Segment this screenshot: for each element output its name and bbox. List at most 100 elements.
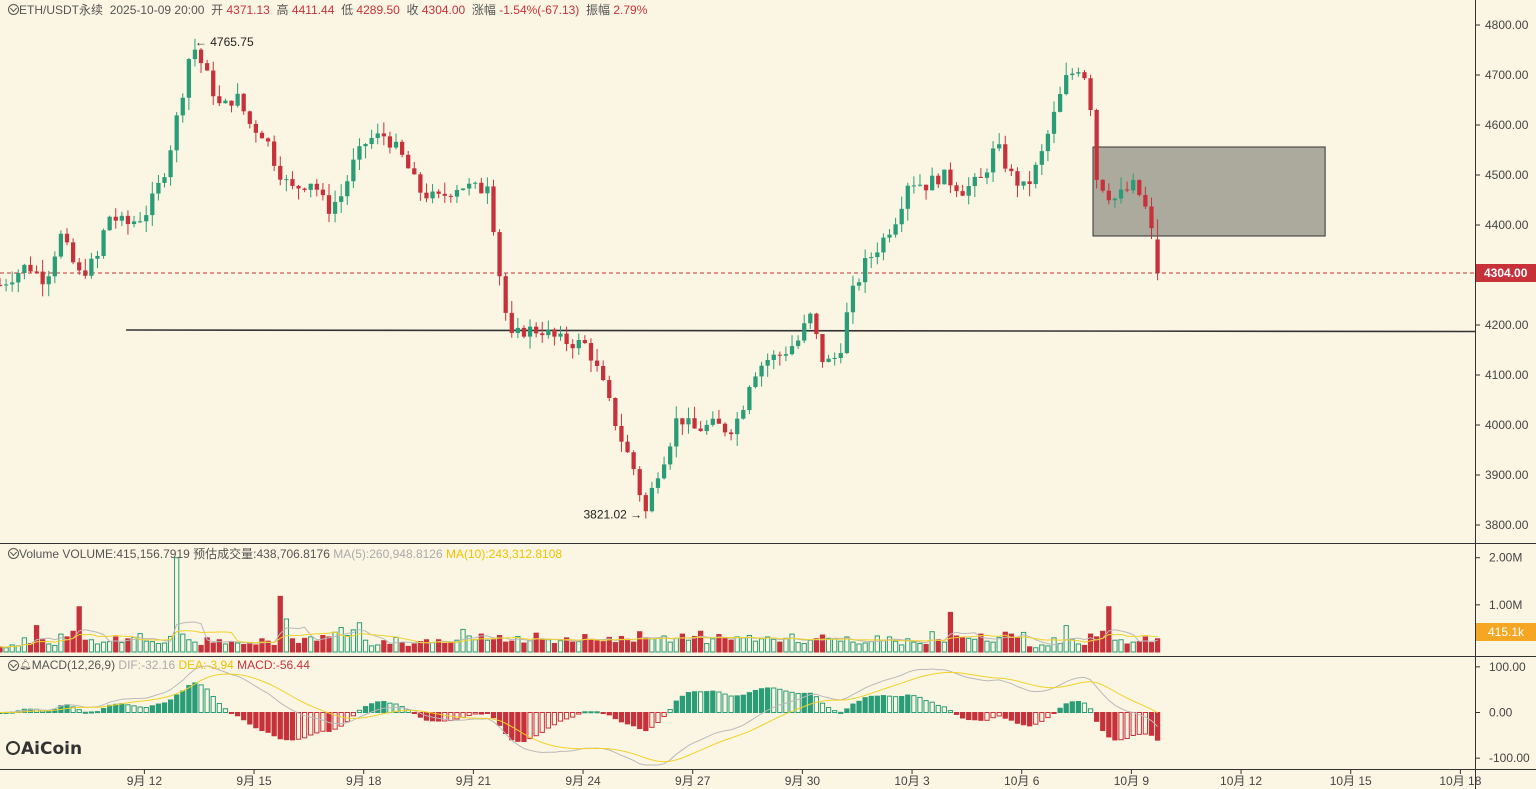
macd-histogram-bar (1020, 712, 1027, 726)
volume-bar (265, 640, 271, 653)
high-label: 高 (276, 3, 289, 17)
candle-body (735, 418, 740, 435)
candle-body (3, 284, 9, 286)
volume-bar (533, 632, 539, 653)
macd-tick-label: 0.00 (1489, 706, 1513, 720)
macd-histogram-bar (959, 712, 966, 719)
volume-bar (1020, 631, 1027, 653)
candle-body (217, 96, 222, 104)
volume-bar (515, 635, 521, 653)
volume-bar (923, 643, 929, 653)
macd-histogram-bar (594, 711, 600, 714)
candle-body (418, 174, 423, 193)
macd-histogram-bar (149, 705, 155, 714)
volume-bar (405, 645, 411, 653)
logo-icon (6, 741, 20, 755)
macd-histogram-bar (637, 712, 643, 730)
close-value: 4304.00 (421, 2, 466, 17)
macd-histogram-bar (923, 700, 929, 714)
volume-bar (204, 637, 210, 653)
bell-icon[interactable]: 🔔︎ (19, 659, 32, 671)
macd-histogram-bar (222, 708, 229, 713)
volume-bar (52, 644, 58, 653)
macd-histogram-bar (216, 702, 222, 713)
candle-body (1015, 171, 1020, 186)
collapse-icon[interactable] (8, 659, 19, 671)
candle-body (107, 216, 112, 231)
collapse-icon[interactable] (8, 548, 19, 559)
volume-bar (539, 639, 545, 653)
candle-body (1106, 190, 1111, 201)
volume-bar (582, 634, 588, 653)
macd-histogram-bar (460, 712, 466, 718)
macd-histogram-bar (1033, 712, 1039, 725)
candle-body (168, 150, 173, 178)
volume-bar (1069, 639, 1075, 653)
macd-histogram-bar (332, 712, 338, 730)
volume-bar (996, 636, 1002, 653)
macd-histogram-bar (161, 702, 168, 713)
volume-bar (387, 643, 393, 653)
x-tick-label: 10月 18 (1439, 774, 1481, 788)
volume-bar (758, 638, 765, 653)
volume-bar (734, 636, 740, 653)
volume-bar (496, 635, 503, 653)
volume-bar (545, 639, 551, 653)
volume-bar (137, 633, 143, 653)
candle-body (375, 133, 380, 139)
macd-histogram-bar (1063, 703, 1069, 714)
volume-bar (417, 641, 424, 653)
candle-body (582, 339, 588, 344)
volume-bar (64, 636, 70, 653)
volume-bar (1094, 636, 1100, 653)
candle-body (607, 380, 612, 399)
volume-bar (1063, 625, 1069, 653)
macd-histogram-bar (966, 712, 972, 721)
volume-bar (728, 639, 734, 653)
candle-body (521, 327, 527, 337)
volume-tick-label: 2.00M (1489, 551, 1522, 565)
volume-bar (94, 643, 101, 653)
macd-histogram-bar (484, 712, 491, 714)
volume-title: Volume (19, 546, 60, 561)
candle-body (387, 136, 393, 148)
volume-bar (710, 638, 716, 653)
macd-histogram-bar (1094, 712, 1100, 722)
macd-histogram-bar (393, 703, 399, 713)
volume-bar (442, 643, 448, 653)
low-label: 低 (341, 3, 354, 17)
volume-bar (277, 595, 283, 653)
volume-bar (1045, 645, 1051, 653)
macd-histogram-bar (777, 688, 783, 713)
volume-bar (478, 633, 484, 653)
candle-body (162, 177, 167, 183)
volume-bar (1039, 644, 1045, 653)
candle-body (113, 216, 118, 221)
candle-body (838, 353, 843, 358)
collapse-icon[interactable] (8, 4, 19, 15)
volume-bar (1014, 637, 1021, 653)
volume-bar (838, 640, 844, 653)
volume-bar (673, 637, 679, 653)
volume-bar (862, 642, 868, 653)
macd-header: 🔔︎ MACD(12,26,9) DIF:-32.16 DEA:-3.94 MA… (8, 658, 310, 672)
macd-histogram-bar (76, 709, 82, 713)
candle-body (930, 175, 935, 191)
volume-bar (33, 625, 40, 653)
candle-body (302, 188, 307, 190)
candle-body (899, 208, 904, 225)
macd-histogram-bar (1142, 712, 1149, 735)
candle-body (357, 146, 362, 160)
volume-bar (527, 640, 533, 653)
candle-body (680, 418, 685, 425)
candle-body (1064, 75, 1069, 95)
macd-histogram-bar (789, 691, 795, 713)
macd-histogram-bar (1045, 712, 1051, 719)
volume-bar (1057, 643, 1063, 653)
macd-histogram-bar (563, 712, 570, 720)
macd-histogram-bar (320, 712, 326, 732)
volume-bar (874, 635, 880, 653)
macd-histogram-bar (734, 695, 740, 714)
candle-body (826, 358, 831, 362)
